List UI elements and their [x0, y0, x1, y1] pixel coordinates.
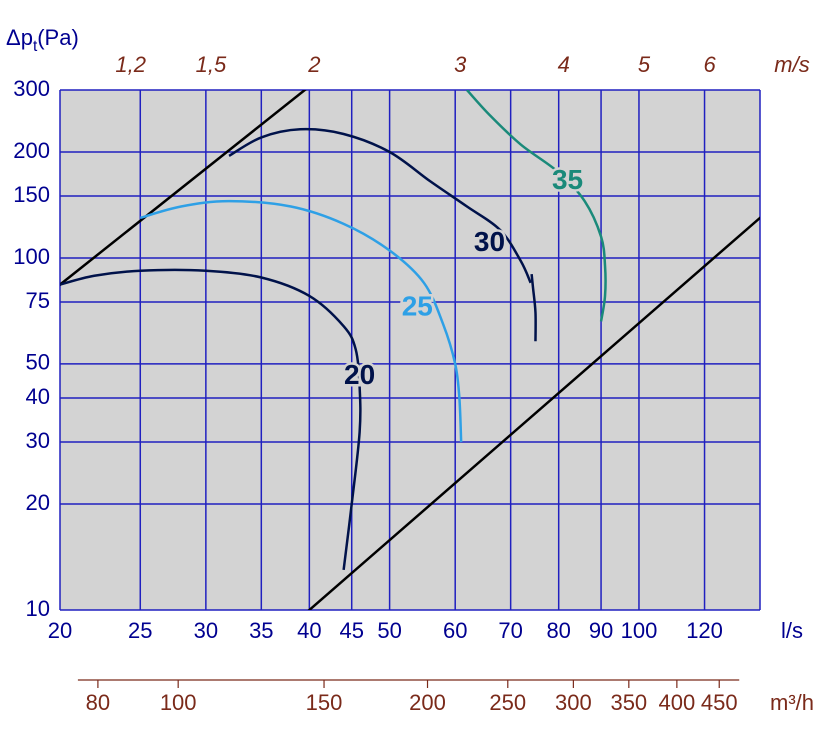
m3h-tick-label: 100 — [160, 690, 197, 715]
m3h-tick-label: 150 — [306, 690, 343, 715]
x-tick-label: 80 — [546, 618, 570, 643]
y-tick-label: 50 — [26, 350, 50, 375]
y-axis-title: Δpt(Pa) — [6, 25, 79, 55]
top-tick-label: 5 — [638, 52, 651, 77]
x-tick-label: 50 — [377, 618, 401, 643]
x-tick-label: 70 — [498, 618, 522, 643]
m3h-tick-label: 250 — [489, 690, 526, 715]
x-tick-label: 25 — [128, 618, 152, 643]
m3h-tick-label: 300 — [555, 690, 592, 715]
curve-label-c25: 25 — [402, 291, 433, 322]
top-axis-ms: 1,2 1,5 2 3 4 5 6 m/s — [115, 52, 809, 77]
y-tick-label: 40 — [26, 384, 50, 409]
x-tick-label: 120 — [686, 618, 723, 643]
x-tick-label: 20 — [48, 618, 72, 643]
m3h-tick-label: 350 — [610, 690, 647, 715]
curve-label-c30vert: 30 — [474, 226, 505, 257]
curve-label-c35: 35 — [552, 164, 583, 195]
y-tick-label: 100 — [13, 244, 50, 269]
m3h-tick-label: 450 — [701, 690, 738, 715]
x-tick-label: 90 — [589, 618, 613, 643]
x-tick-label: 35 — [249, 618, 273, 643]
y-axis-pa: 10 20 30 40 50 75 100 150 200 300 — [13, 76, 50, 621]
top-tick-label: 3 — [454, 52, 467, 77]
top-tick-label: 4 — [558, 52, 570, 77]
y-tick-label: 150 — [13, 182, 50, 207]
y-tick-label: 300 — [13, 76, 50, 101]
x-tick-label: 100 — [621, 618, 658, 643]
curve-label-c20: 20 — [344, 359, 375, 390]
m3h-tick-label: 200 — [409, 690, 446, 715]
bottom-axis-m3h-unit: m³/h — [770, 690, 814, 715]
top-tick-label: 2 — [307, 52, 320, 77]
top-tick-label: 1,2 — [115, 52, 146, 77]
x-tick-label: 60 — [443, 618, 467, 643]
x-tick-label: 45 — [339, 618, 363, 643]
bottom-axis-m3h: 80 100 150 200 250 300 350 400450 m³/h — [78, 680, 814, 715]
y-tick-label: 20 — [26, 490, 50, 515]
y-tick-label: 200 — [13, 138, 50, 163]
top-axis-ms-unit: m/s — [774, 52, 809, 77]
x-tick-label: 40 — [297, 618, 321, 643]
y-tick-label: 10 — [26, 596, 50, 621]
m3h-tick-label: 80 — [86, 690, 110, 715]
y-tick-label: 75 — [26, 288, 50, 313]
m3h-tick-label: 400 — [659, 690, 696, 715]
top-tick-label: 1,5 — [196, 52, 227, 77]
plot-area — [60, 90, 760, 610]
x-tick-label: 30 — [194, 618, 218, 643]
x-axis-ls-unit: l/s — [781, 618, 803, 643]
x-axis-ls: 20 25 30 35 40 45 50 60 70 80 90 100 120 l/s — [48, 618, 803, 643]
top-tick-label: 6 — [703, 52, 716, 77]
y-tick-label: 30 — [26, 428, 50, 453]
